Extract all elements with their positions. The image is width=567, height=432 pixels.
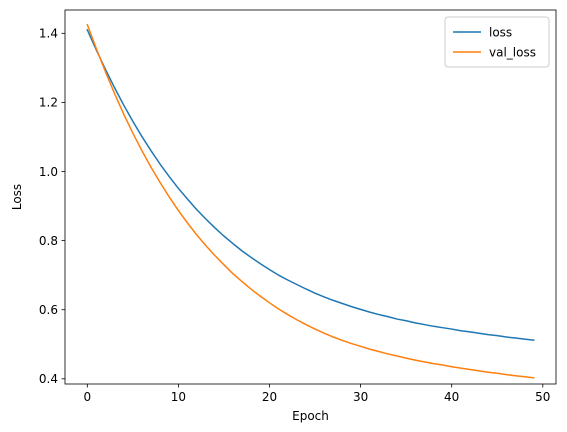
legend-box	[444, 16, 550, 68]
x-tick-label: 0	[83, 390, 91, 404]
plot-frame	[64, 9, 557, 385]
x-tick-label: 40	[444, 390, 459, 404]
legend-label-val_loss: val_loss	[489, 45, 536, 59]
legend-label-loss: loss	[489, 25, 512, 39]
y-tick-label: 1.2	[39, 96, 58, 110]
y-tick-label: 0.8	[39, 234, 58, 248]
x-axis: 0 10 20 30 40 50	[83, 384, 550, 404]
x-tick-label: 20	[262, 390, 277, 404]
y-tick-label: 0.4	[39, 372, 58, 386]
series-line-val_loss	[86, 23, 535, 379]
x-tick-label: 50	[535, 390, 550, 404]
y-tick-label: 1.4	[39, 27, 58, 41]
x-axis-label: Epoch	[292, 409, 329, 423]
x-tick-label: 30	[353, 390, 368, 404]
y-tick-label: 1.0	[39, 165, 58, 179]
series-line-loss	[86, 28, 535, 341]
y-axis-label: Loss	[10, 184, 24, 210]
y-tick-label: 0.6	[39, 303, 58, 317]
y-axis: 0.4 0.6 0.8 1.0 1.2 1.4	[39, 27, 65, 386]
plot-lines	[86, 23, 535, 379]
x-tick-label: 10	[171, 390, 186, 404]
legend: loss val_loss	[444, 16, 550, 68]
